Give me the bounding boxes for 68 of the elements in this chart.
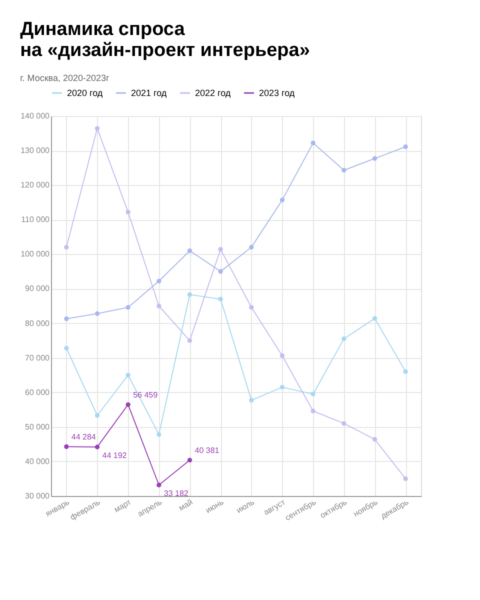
point xyxy=(249,305,254,310)
legend-label: 2023 год xyxy=(259,88,296,98)
point xyxy=(187,338,192,343)
point xyxy=(403,476,408,482)
data-label: 44 284 xyxy=(71,432,96,442)
legend-label: 2021 год xyxy=(131,88,168,98)
y-tick-label: 120 000 xyxy=(20,180,50,190)
point xyxy=(372,156,378,161)
y-tick-label: 100 000 xyxy=(20,250,50,259)
y-tick-label: 90 000 xyxy=(25,284,50,294)
y-tick-label: 130 000 xyxy=(20,146,50,156)
chart-subtitle: г. Москва, 2020-2023г xyxy=(20,73,110,83)
point xyxy=(156,304,162,308)
point xyxy=(94,311,100,316)
point xyxy=(126,305,130,310)
point xyxy=(280,198,285,202)
point xyxy=(64,316,69,322)
point xyxy=(126,210,130,214)
point xyxy=(94,413,100,418)
point xyxy=(310,140,316,146)
point xyxy=(249,244,254,250)
legend-label: 2020 год xyxy=(67,88,104,98)
data-label: 44 192 xyxy=(102,450,128,460)
y-tick-label: 140 000 xyxy=(20,112,50,120)
point xyxy=(372,437,378,442)
point xyxy=(94,126,100,131)
point xyxy=(403,369,408,374)
point xyxy=(342,336,346,342)
point xyxy=(280,384,285,390)
point xyxy=(218,296,223,302)
data-label: 33 182 xyxy=(164,489,189,498)
x-tick-label: июль xyxy=(234,498,256,515)
point xyxy=(280,353,285,358)
point xyxy=(64,444,69,449)
point xyxy=(126,372,130,378)
x-tick-label: июнь xyxy=(204,498,226,515)
y-tick-label: 80 000 xyxy=(25,318,50,328)
chart-title: Динамика спроса на «дизайн-проект интерьера» xyxy=(20,19,310,61)
y-tick-label: 30 000 xyxy=(25,492,50,500)
legend-label: 2022 год xyxy=(195,88,232,98)
y-tick-label: 60 000 xyxy=(25,388,50,397)
x-tick-label: май xyxy=(177,498,194,513)
point xyxy=(156,278,162,284)
point xyxy=(64,244,69,250)
point xyxy=(342,421,346,426)
point xyxy=(342,168,346,173)
point xyxy=(403,144,408,150)
x-tick-label: март xyxy=(112,497,133,514)
point xyxy=(249,398,254,403)
point xyxy=(372,316,378,321)
data-label: 40 381 xyxy=(194,446,220,456)
point xyxy=(218,269,223,274)
y-tick-label: 110 000 xyxy=(21,215,50,224)
point xyxy=(187,248,192,254)
y-tick-label: 50 000 xyxy=(25,422,50,432)
point xyxy=(156,432,162,437)
point xyxy=(187,458,192,462)
point xyxy=(310,392,316,396)
y-tick-label: 70 000 xyxy=(25,353,50,362)
point xyxy=(64,346,69,350)
y-tick-label: 40 000 xyxy=(25,456,50,466)
point xyxy=(126,402,130,407)
data-label: 56 459 xyxy=(133,390,158,400)
point xyxy=(156,482,162,488)
point xyxy=(310,408,316,414)
point xyxy=(187,292,192,297)
point xyxy=(218,247,223,252)
point xyxy=(94,444,100,450)
